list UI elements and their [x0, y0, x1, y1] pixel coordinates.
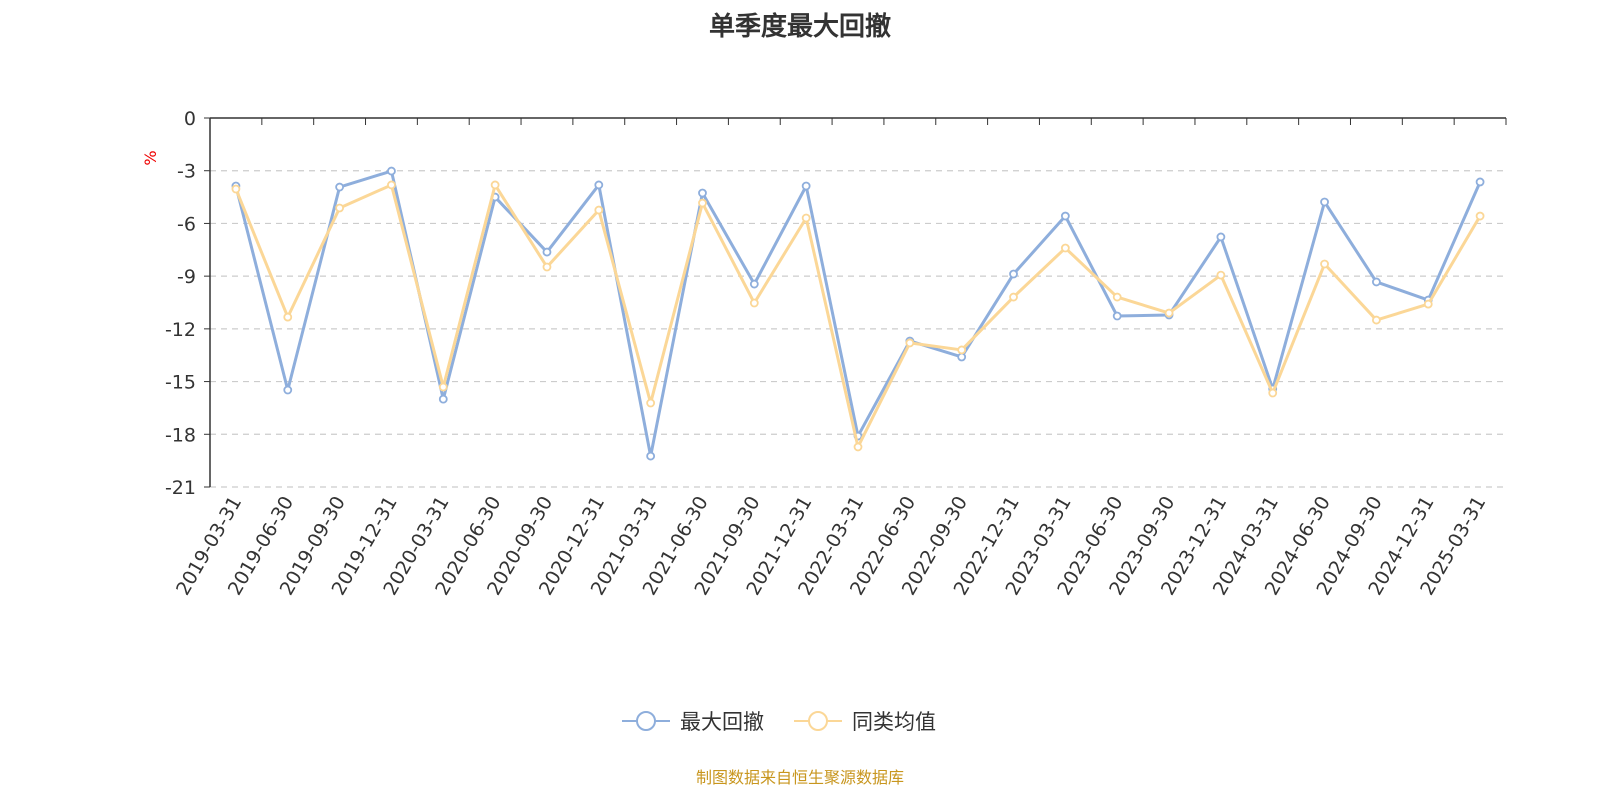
data-point — [749, 279, 759, 289]
data-point — [283, 312, 293, 322]
data-point — [1216, 232, 1226, 242]
data-point — [231, 184, 241, 194]
y-tick-label: -6 — [177, 213, 196, 235]
legend-label[interactable]: 最大回撤 — [680, 710, 764, 734]
data-point — [283, 385, 293, 395]
data-point — [1112, 292, 1122, 302]
data-point — [542, 262, 552, 272]
data-point — [335, 203, 345, 213]
data-point — [1475, 211, 1485, 221]
data-point — [335, 182, 345, 192]
chart-title: 单季度最大回撤 — [708, 12, 891, 42]
data-point — [1320, 259, 1329, 269]
data-point — [957, 352, 967, 362]
y-tick-label: -9 — [177, 266, 196, 288]
data-point — [801, 213, 811, 223]
data-point — [801, 181, 811, 191]
data-point — [1112, 311, 1122, 321]
data-point — [698, 188, 707, 198]
y-tick-label: 0 — [184, 108, 196, 130]
y-tick-label: -12 — [165, 319, 196, 341]
data-point — [853, 442, 863, 452]
legend-marker-icon — [636, 711, 656, 731]
series-line-0 — [234, 169, 1482, 458]
data-point — [1009, 269, 1018, 279]
data-point — [646, 398, 656, 408]
y-tick-label: -3 — [177, 161, 196, 183]
y-tick-label: -15 — [165, 372, 196, 394]
data-point — [646, 451, 656, 461]
data-point — [1216, 270, 1226, 280]
data-point — [594, 180, 604, 190]
legend-marker-icon — [808, 711, 828, 731]
y-tick-label: -21 — [165, 477, 196, 499]
data-point — [1423, 299, 1433, 309]
data-point — [594, 205, 604, 215]
data-point — [1268, 388, 1278, 398]
data-point — [542, 247, 552, 257]
data-point — [490, 180, 500, 190]
data-point — [749, 298, 759, 308]
legend-label[interactable]: 同类均值 — [852, 710, 936, 734]
y-tick-label: -18 — [165, 424, 196, 446]
data-point — [387, 180, 396, 190]
data-point — [387, 166, 396, 176]
data-point — [1164, 308, 1174, 318]
data-source-footer: 制图数据来自恒生聚源数据库 — [695, 768, 904, 787]
y-axis-unit: % — [141, 150, 160, 165]
data-point — [1372, 277, 1381, 287]
data-point — [438, 394, 448, 404]
data-point — [1372, 315, 1381, 325]
data-point — [1320, 197, 1329, 207]
data-point — [905, 338, 915, 348]
data-point — [1009, 292, 1018, 302]
data-point — [1060, 211, 1070, 221]
data-point — [1060, 243, 1070, 253]
data-point — [698, 198, 707, 208]
data-point — [1475, 177, 1485, 187]
data-point — [438, 382, 448, 392]
data-point — [957, 345, 967, 355]
